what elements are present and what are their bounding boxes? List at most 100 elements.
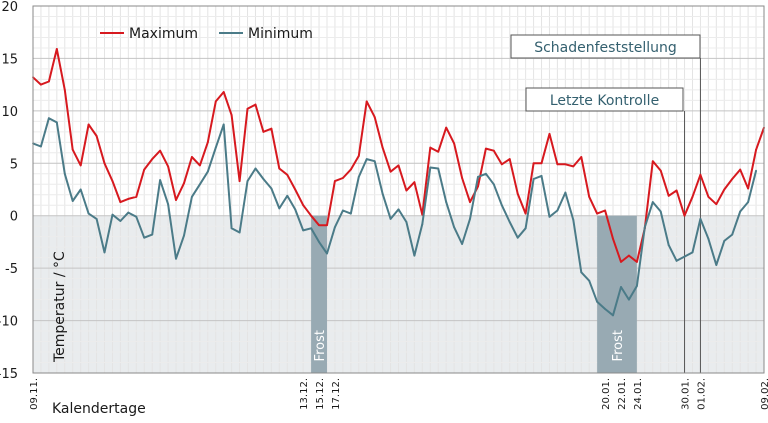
data-point-maximum <box>365 100 368 103</box>
data-point-minimum <box>151 233 154 236</box>
data-point-maximum <box>477 185 479 188</box>
data-point-minimum <box>651 201 654 203</box>
data-point-minimum <box>628 298 630 301</box>
data-point-maximum <box>262 130 265 133</box>
data-point-minimum <box>310 227 312 230</box>
x-axis-date-labels: 09.11. 13.12. 15.12. 17.12. 20.01. 22.01. 24.0… <box>29 378 768 410</box>
data-point-minimum <box>95 217 98 220</box>
data-point-maximum <box>87 123 90 126</box>
data-point-maximum <box>397 164 400 167</box>
data-point-maximum <box>683 214 686 217</box>
data-point-minimum <box>397 208 400 211</box>
data-point-minimum <box>739 210 742 213</box>
data-point-minimum <box>699 217 702 220</box>
data-point-minimum <box>135 215 138 218</box>
data-point-minimum <box>143 236 146 239</box>
y-tick-label: -15 <box>0 367 18 382</box>
data-point-minimum <box>413 254 416 257</box>
data-point-minimum <box>222 123 225 126</box>
data-point-minimum <box>405 221 408 223</box>
data-point-maximum <box>715 203 718 206</box>
data-point-minimum <box>47 117 50 120</box>
data-point-minimum <box>254 167 257 170</box>
data-point-minimum <box>659 210 662 213</box>
data-point-maximum <box>294 188 297 191</box>
data-point-minimum <box>119 220 122 222</box>
data-point-minimum <box>524 227 527 230</box>
data-point-minimum <box>357 176 360 178</box>
data-point-minimum <box>318 241 320 243</box>
data-point-minimum <box>206 170 209 173</box>
data-point-maximum <box>461 177 463 179</box>
data-point-maximum <box>111 180 114 183</box>
data-point-maximum <box>63 88 66 91</box>
x-date-label: 22.01. <box>617 378 628 410</box>
data-point-maximum <box>373 116 376 119</box>
legend: Maximum Minimum <box>100 26 313 42</box>
data-point-minimum <box>421 223 424 226</box>
data-point-maximum <box>485 147 487 150</box>
data-point-maximum <box>620 260 622 263</box>
data-point-minimum <box>572 219 575 221</box>
data-point-minimum <box>262 178 265 180</box>
data-point-minimum <box>604 308 606 310</box>
data-point-minimum <box>302 229 305 232</box>
data-point-maximum <box>40 83 42 86</box>
data-point-maximum <box>191 156 193 158</box>
data-point-maximum <box>222 91 225 93</box>
frost-label-2: Frost <box>611 330 626 361</box>
data-point-minimum <box>516 236 519 239</box>
data-point-minimum <box>183 234 185 237</box>
data-point-minimum <box>620 286 622 288</box>
data-point-maximum <box>596 212 599 215</box>
data-point-maximum <box>230 114 233 116</box>
annotations: Schadenfeststellung Letzte Kontrolle <box>510 34 701 373</box>
data-point-minimum <box>349 212 352 215</box>
data-point-maximum <box>540 162 543 165</box>
data-point-maximum <box>755 148 757 151</box>
data-point-minimum <box>580 271 583 274</box>
data-point-maximum <box>341 177 344 179</box>
x-date-label: 20.01. <box>601 378 612 410</box>
data-point-minimum <box>747 201 750 203</box>
data-point-minimum <box>334 226 336 229</box>
data-point-maximum <box>723 188 726 191</box>
data-point-minimum <box>635 285 638 287</box>
data-point-maximum <box>453 142 456 145</box>
data-point-maximum <box>95 135 98 137</box>
x-date-label: 13.12. <box>299 378 310 410</box>
data-point-minimum <box>508 221 511 223</box>
data-point-minimum <box>707 237 710 240</box>
data-point-minimum <box>453 226 456 229</box>
data-point-minimum <box>55 121 58 124</box>
data-point-maximum <box>445 126 448 129</box>
legend-max-label: Maximum <box>129 26 198 42</box>
annotation-label-2: Letzte Kontrolle <box>550 93 659 109</box>
data-point-minimum <box>612 314 614 317</box>
data-point-minimum <box>341 209 344 212</box>
data-point-maximum <box>508 158 511 160</box>
frost-label-1: Frost <box>313 330 328 361</box>
frost-periods: Frost Frost <box>311 215 637 373</box>
data-point-minimum <box>127 211 130 214</box>
data-point-maximum <box>214 100 217 103</box>
data-point-minimum <box>683 255 686 258</box>
data-point-minimum <box>731 233 734 236</box>
y-tick-label: 5 <box>10 157 18 172</box>
data-point-minimum <box>492 183 495 186</box>
data-point-minimum <box>429 166 432 169</box>
data-point-minimum <box>294 208 297 211</box>
data-point-maximum <box>246 107 249 110</box>
data-point-minimum <box>755 169 757 172</box>
data-point-minimum <box>103 251 106 254</box>
y-tick-label: -10 <box>0 315 18 330</box>
data-point-minimum <box>596 300 599 303</box>
data-point-maximum <box>469 201 471 203</box>
x-date-label: 24.01. <box>633 378 644 410</box>
y-tick-label: 0 <box>10 210 18 225</box>
data-point-maximum <box>159 149 162 152</box>
data-point-minimum <box>437 167 440 170</box>
x-date-label: 01.02. <box>696 378 707 410</box>
data-point-maximum <box>580 156 583 158</box>
data-point-minimum <box>675 259 678 262</box>
